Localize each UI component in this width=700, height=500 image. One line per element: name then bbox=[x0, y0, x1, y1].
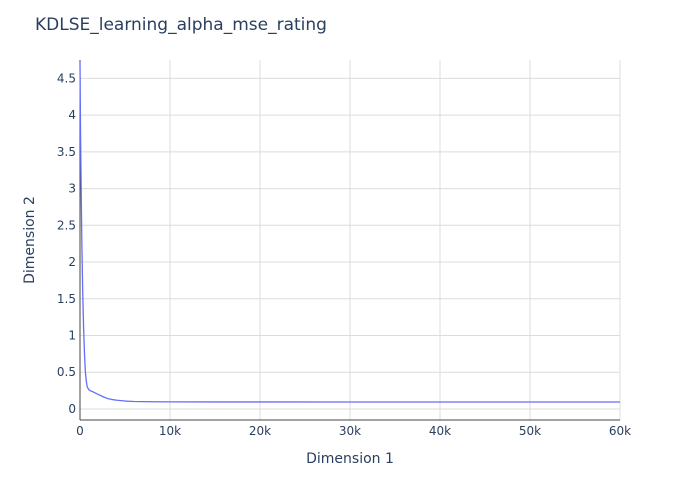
x-tick-label: 0 bbox=[76, 424, 84, 438]
x-tick-label: 50k bbox=[519, 424, 541, 438]
y-axis-label: Dimension 2 bbox=[22, 196, 38, 284]
y-tick-label: 3 bbox=[68, 182, 76, 196]
y-tick-label: 3.5 bbox=[57, 145, 76, 159]
x-tick-label: 40k bbox=[429, 424, 451, 438]
x-tick-label: 30k bbox=[339, 424, 361, 438]
y-tick-label: 1.5 bbox=[57, 292, 76, 306]
y-tick-label: 2.5 bbox=[57, 218, 76, 232]
x-tick-label: 20k bbox=[249, 424, 271, 438]
y-tick-label: 4 bbox=[68, 108, 76, 122]
y-tick-labels: 0 0.5 1 1.5 2 2.5 3 3.5 4 4.5 bbox=[57, 71, 76, 416]
x-grid bbox=[169, 60, 621, 420]
x-tick-label: 60k bbox=[609, 424, 631, 438]
x-axis-label: Dimension 1 bbox=[306, 451, 394, 467]
y-tick-label: 0 bbox=[68, 402, 76, 416]
y-tick-label: 0.5 bbox=[57, 365, 76, 379]
y-tick-label: 4.5 bbox=[57, 71, 76, 85]
series-line bbox=[79, 62, 620, 403]
y-tick-label: 1 bbox=[68, 329, 76, 343]
chart-title: KDLSE_learning_alpha_mse_rating bbox=[35, 15, 327, 35]
y-grid bbox=[80, 77, 620, 410]
y-tick-label: 2 bbox=[68, 255, 76, 269]
series-layer bbox=[79, 62, 620, 403]
x-tick-labels: 0 10k 20k 30k 40k 50k 60k bbox=[76, 424, 631, 438]
x-tick-label: 10k bbox=[159, 424, 181, 438]
